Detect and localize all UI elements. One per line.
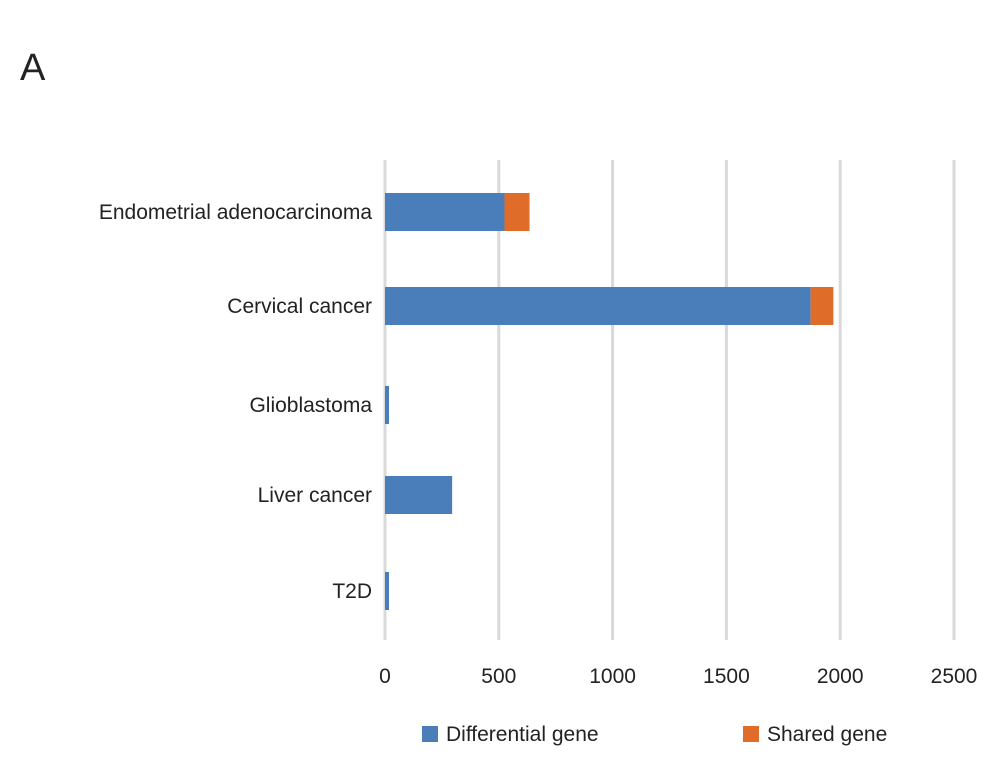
category-label-4: T2D (332, 580, 372, 603)
panel-label: A (20, 47, 46, 89)
x-tick-label-4: 2000 (817, 665, 864, 688)
legend-swatch-0 (422, 726, 438, 742)
x-tick-label-1: 500 (481, 665, 516, 688)
bar-0-series-1 (504, 193, 530, 231)
bar-1-series-0 (385, 287, 811, 325)
bar-2-series-0 (385, 386, 389, 424)
legend-swatch-1 (743, 726, 759, 742)
bar-1-series-1 (810, 287, 834, 325)
legend: Differential gene Shared gene (422, 723, 887, 746)
x-tick-label-3: 1500 (703, 665, 750, 688)
bar-3-series-0 (385, 476, 453, 514)
category-label-2: Glioblastoma (249, 394, 372, 417)
x-tick-label-0: 0 (379, 665, 391, 688)
category-label-0: Endometrial adenocarcinoma (99, 201, 372, 224)
x-tick-label-5: 2500 (931, 665, 978, 688)
legend-label-1: Shared gene (767, 723, 887, 746)
grid-lines (383, 160, 956, 640)
category-label-3: Liver cancer (258, 484, 372, 507)
legend-label-0: Differential gene (446, 723, 599, 746)
bars (385, 193, 834, 610)
category-label-1: Cervical cancer (227, 295, 372, 318)
x-tick-label-2: 1000 (589, 665, 636, 688)
bar-0-series-0 (385, 193, 505, 231)
x-axis-tick-labels: 0 500 1000 1500 2000 2500 (379, 665, 977, 688)
category-labels: Endometrial adenocarcinoma Cervical cance… (99, 201, 372, 603)
bar-4-series-0 (385, 572, 389, 610)
